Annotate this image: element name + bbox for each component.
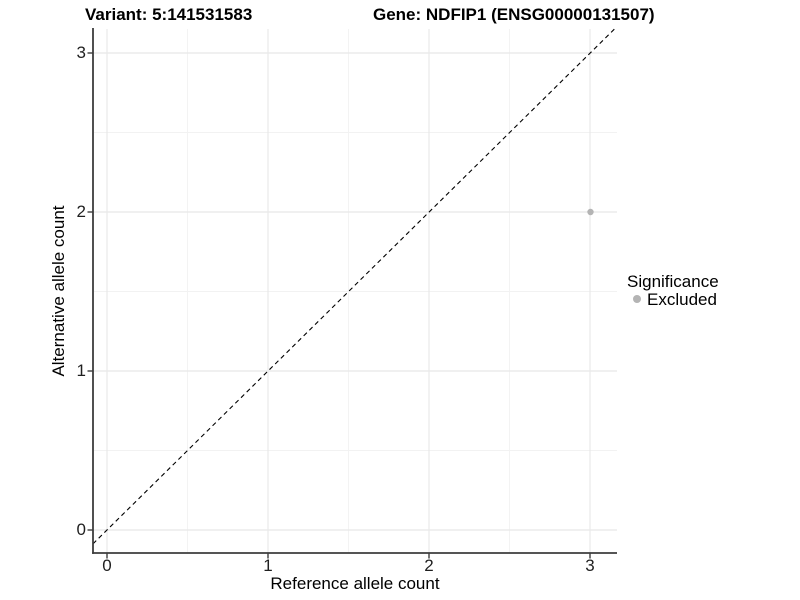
variant-title: Variant: 5:141531583 bbox=[85, 5, 253, 24]
data-point-excluded bbox=[587, 208, 594, 216]
x-tick-label-1: 1 bbox=[263, 556, 273, 575]
grid-minor-lines bbox=[93, 29, 617, 553]
grid-major-lines bbox=[93, 29, 617, 553]
y-tick-label-2: 2 bbox=[76, 202, 86, 221]
axis-tick-marks bbox=[87, 52, 591, 559]
gene-title: Gene: NDFIP1 (ENSG00000131507) bbox=[373, 5, 655, 24]
x-tick-label-3: 3 bbox=[585, 556, 595, 575]
y-tick-label-3: 3 bbox=[76, 43, 86, 62]
identity-dashed-line bbox=[92, 28, 615, 545]
legend-item-excluded: Excluded bbox=[647, 290, 717, 309]
legend-marker-excluded-icon bbox=[633, 295, 641, 303]
axis-lines bbox=[92, 28, 617, 554]
x-axis-title: Reference allele count bbox=[270, 574, 440, 593]
y-axis-title: Alternative allele count bbox=[49, 205, 68, 377]
legend-title: Significance bbox=[627, 272, 719, 291]
x-tick-label-0: 0 bbox=[102, 556, 112, 575]
y-tick-label-0: 0 bbox=[76, 520, 86, 539]
x-tick-label-2: 2 bbox=[424, 556, 434, 575]
y-tick-label-1: 1 bbox=[76, 361, 86, 380]
